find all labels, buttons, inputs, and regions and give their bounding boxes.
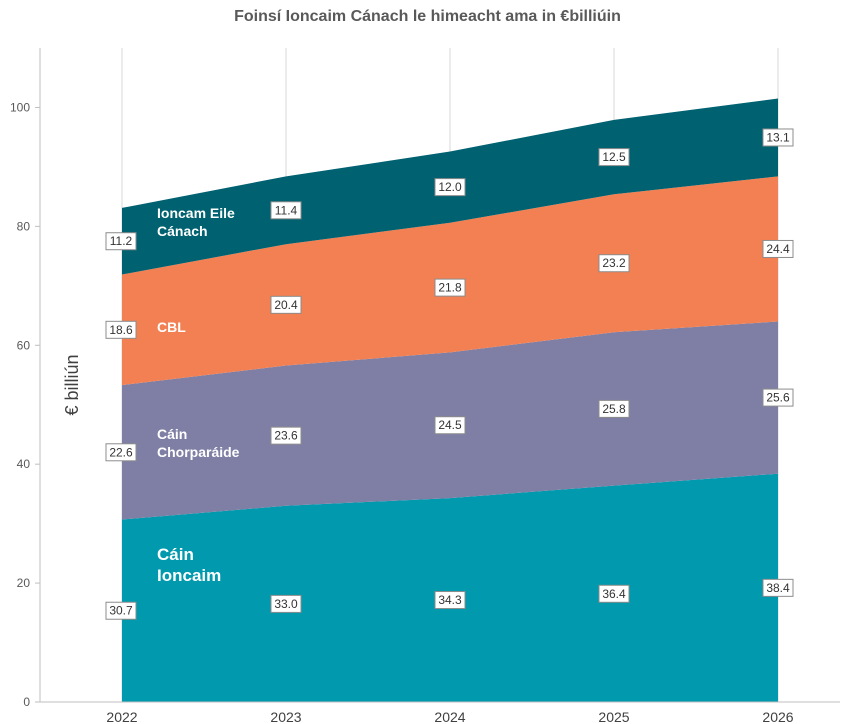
y-tick-label: 60 bbox=[17, 338, 31, 352]
data-label-box bbox=[105, 232, 137, 251]
data-label: 30.7 bbox=[109, 604, 133, 618]
series-label: Cáin bbox=[157, 545, 194, 564]
data-label: 21.8 bbox=[438, 281, 462, 295]
x-tick-label: 2026 bbox=[762, 709, 793, 724]
data-label-box bbox=[105, 443, 137, 462]
data-label-box bbox=[270, 295, 302, 314]
data-label: 25.8 bbox=[602, 402, 626, 416]
series-area-0 bbox=[122, 473, 778, 702]
y-axis-title: € billiún bbox=[62, 354, 82, 415]
series-label: CBL bbox=[157, 319, 186, 335]
data-label-box bbox=[270, 594, 302, 613]
data-label-box bbox=[598, 399, 630, 418]
data-label: 33.0 bbox=[274, 597, 298, 611]
x-tick-label: 2023 bbox=[270, 709, 301, 724]
data-label: 34.3 bbox=[438, 593, 462, 607]
data-label-box bbox=[270, 426, 302, 445]
data-label-box bbox=[598, 148, 630, 167]
data-label: 11.2 bbox=[110, 234, 133, 248]
data-label-box bbox=[762, 388, 794, 407]
data-label: 18.6 bbox=[109, 323, 133, 337]
data-label-box bbox=[762, 128, 794, 147]
series-label: Ioncam Eile bbox=[157, 205, 235, 221]
data-label-box bbox=[105, 320, 137, 339]
data-label: 20.4 bbox=[274, 298, 298, 312]
data-label-box bbox=[598, 584, 630, 603]
y-tick-label: 80 bbox=[17, 219, 31, 233]
data-label-box bbox=[434, 278, 466, 297]
series-label: Chorparáide bbox=[157, 444, 240, 460]
series-label: Cáin bbox=[157, 426, 187, 442]
data-label: 12.0 bbox=[438, 180, 462, 194]
data-label: 23.2 bbox=[602, 256, 626, 270]
data-label: 23.6 bbox=[274, 429, 298, 443]
data-label: 13.1 bbox=[766, 130, 790, 144]
y-tick-label: 100 bbox=[10, 100, 30, 114]
data-label-box bbox=[434, 591, 466, 610]
data-label: 11.4 bbox=[275, 203, 298, 217]
series-label: Cánach bbox=[157, 223, 208, 239]
x-tick-label: 2024 bbox=[434, 709, 465, 724]
data-label: 25.6 bbox=[766, 391, 790, 405]
y-tick-label: 0 bbox=[23, 695, 30, 709]
data-label: 38.4 bbox=[766, 581, 790, 595]
y-tick-label: 40 bbox=[17, 457, 31, 471]
data-label: 12.5 bbox=[602, 150, 626, 164]
data-label-box bbox=[762, 578, 794, 597]
x-tick-label: 2025 bbox=[598, 709, 629, 724]
data-label-box bbox=[434, 178, 466, 197]
data-label-box bbox=[105, 601, 137, 620]
data-label-box bbox=[598, 254, 630, 273]
data-label-box bbox=[270, 201, 302, 220]
y-tick-label: 20 bbox=[17, 576, 31, 590]
data-label-box bbox=[762, 239, 794, 258]
data-label: 24.5 bbox=[438, 418, 462, 432]
data-label-box bbox=[434, 416, 466, 435]
series-label: Ioncaim bbox=[157, 566, 221, 585]
chart-title: Foinsí Ioncaim Cánach le himeacht ama in… bbox=[234, 8, 621, 25]
x-tick-label: 2022 bbox=[106, 709, 137, 724]
data-label: 36.4 bbox=[602, 587, 626, 601]
data-label: 24.4 bbox=[766, 242, 790, 256]
data-label: 22.6 bbox=[109, 445, 133, 459]
